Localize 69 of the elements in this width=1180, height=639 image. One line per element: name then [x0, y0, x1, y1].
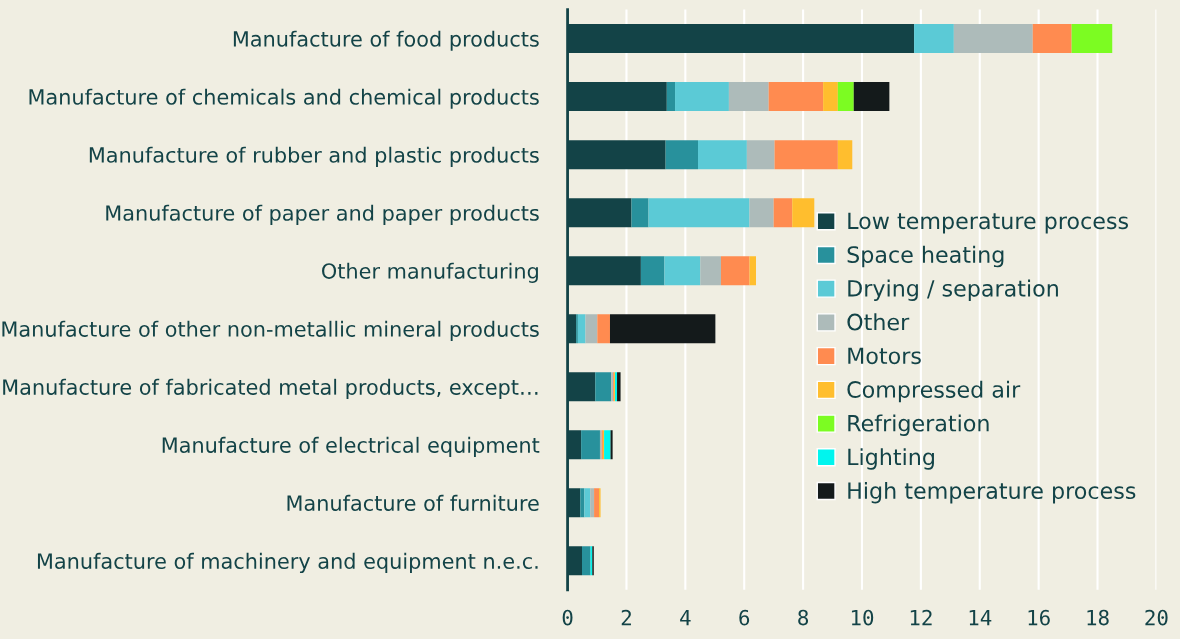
legend-label: Other	[847, 313, 910, 331]
x-tick-label: 8	[798, 609, 809, 626]
legend-label: Drying / separation	[848, 279, 1058, 302]
x-tick-label: 16	[1028, 609, 1050, 626]
legend-label: Space heating	[847, 245, 1004, 268]
x-tick-label: 20	[1145, 609, 1168, 626]
bar	[609, 314, 716, 344]
legend-label: Refrigeration	[848, 414, 989, 436]
y-tick-label: Manufacture of other non-metallic mineral products	[2, 320, 539, 341]
y-tick-label: Manufacture of fabricated metal products, except…	[3, 378, 538, 399]
bar	[595, 372, 612, 402]
bar	[1071, 24, 1113, 54]
bar	[853, 82, 890, 112]
bar	[594, 488, 600, 518]
bar	[604, 430, 611, 460]
x-tick-label: 14	[969, 609, 992, 626]
bar	[774, 140, 838, 170]
bar	[580, 488, 585, 518]
y-tick-label: Manufacture of furniture	[287, 494, 539, 511]
bar	[648, 198, 750, 228]
bar	[746, 140, 775, 170]
bar	[666, 82, 676, 112]
x-tick-label: 18	[1087, 609, 1109, 626]
bar	[1032, 24, 1072, 54]
legend-label: Low temperature process	[848, 212, 1128, 234]
y-tick-label: Manufacture of food products	[233, 30, 539, 51]
bar	[581, 430, 600, 460]
bar	[582, 546, 591, 576]
x-tick-label: 10	[851, 609, 874, 626]
x-tick-label: 12	[910, 609, 932, 626]
y-tick-label: Manufacture of rubber and plastic products	[89, 146, 539, 167]
bar	[773, 198, 793, 228]
bar	[640, 256, 665, 286]
bar	[768, 82, 824, 112]
bar	[665, 140, 698, 170]
bar	[792, 198, 815, 228]
bar	[823, 82, 838, 112]
x-tick-label: 6	[739, 609, 750, 626]
bar	[698, 140, 747, 170]
bar	[700, 256, 721, 286]
bar	[610, 430, 613, 460]
bar	[953, 24, 1033, 54]
legend-label: Lighting	[848, 448, 934, 470]
bar	[631, 198, 649, 228]
bar	[584, 488, 591, 518]
bar	[728, 82, 769, 112]
bar	[914, 24, 954, 54]
bar	[577, 314, 586, 344]
x-tick-label: 0	[562, 609, 573, 626]
bar	[585, 314, 598, 344]
bar	[837, 82, 854, 112]
bar	[664, 256, 701, 286]
bar	[837, 140, 853, 170]
bar	[749, 256, 756, 286]
legend-label: Compressed air	[847, 380, 1021, 403]
bar	[720, 256, 750, 286]
y-tick-label: Manufacture of chemicals and chemical products	[29, 88, 539, 109]
x-tick-label: 4	[680, 609, 691, 626]
y-tick-label: Manufacture of electrical equipment	[162, 436, 540, 457]
bar	[597, 314, 610, 344]
bar	[675, 82, 729, 112]
y-tick-label: Manufacture of paper and paper products	[106, 204, 539, 225]
x-tick-label: 2	[621, 609, 631, 626]
y-tick-label: Other manufacturing	[322, 262, 538, 283]
y-tick-label: Manufacture of machinery and equipment n.e.c.	[37, 552, 538, 574]
legend-label: High temperature process	[848, 481, 1136, 504]
bar	[749, 198, 774, 228]
bar	[590, 488, 595, 518]
legend-label: Motors	[848, 347, 921, 365]
